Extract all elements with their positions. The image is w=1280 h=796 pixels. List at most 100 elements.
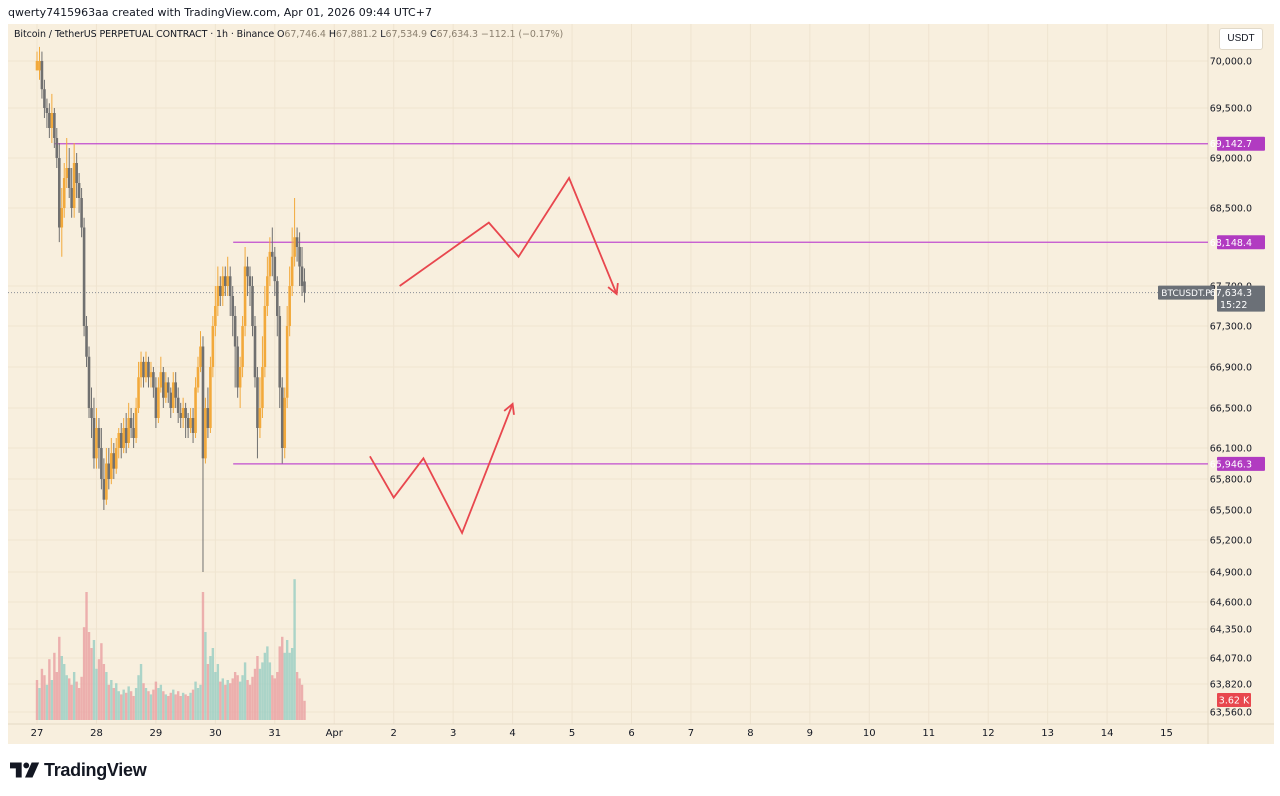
volume-bar [268, 662, 272, 720]
time-axis: 27 28 29 30 31 Apr 2 3 4 5 6 7 8 9 10 11 12 13 14 15 [31, 728, 1173, 739]
volume-bar [60, 656, 63, 720]
volume-bar [159, 684, 163, 720]
candle-body [87, 356, 91, 408]
candle-body [206, 408, 210, 428]
volume-bar [90, 648, 93, 720]
candle-body [179, 413, 182, 418]
candle-body [162, 372, 165, 398]
candle-body [100, 448, 103, 479]
volume-bar [144, 688, 148, 720]
candle-body [92, 418, 96, 459]
volume-bar [258, 668, 262, 720]
volume-bar [233, 672, 237, 720]
candle-body [127, 418, 130, 443]
chart-area[interactable]: 70,000.069,500.069,000.068,500.067,700.0… [8, 24, 1274, 744]
level-price-label: 69,142.7 [1210, 139, 1252, 150]
volume-bar [293, 579, 296, 720]
price-tick-label: 67,300.0 [1210, 322, 1252, 333]
volume-bar [142, 683, 145, 720]
candle-body [114, 448, 118, 469]
volume-bar [184, 694, 187, 720]
legend-change: −112.1 (−0.17%) [480, 29, 564, 40]
time-tick-label: 15 [1160, 728, 1173, 739]
time-tick-label: 30 [209, 728, 222, 739]
candle-body [191, 418, 195, 433]
candle-body [258, 408, 262, 428]
volume-bar [122, 689, 125, 720]
candle-body [119, 433, 123, 448]
volume-bar [92, 640, 96, 720]
volume-bar [211, 648, 215, 720]
price-tick-label: 64,350.0 [1210, 625, 1252, 636]
candle-body [278, 316, 282, 388]
price-tick-label: 69,000.0 [1210, 154, 1252, 165]
volume-label-bg [1217, 693, 1251, 707]
candle-body [238, 367, 242, 388]
candle-body [241, 326, 244, 367]
candle-body [134, 408, 138, 438]
volume-bar [271, 675, 274, 720]
volume-bar [149, 694, 153, 720]
candle-body [35, 61, 39, 71]
price-tick-label: 63,560.0 [1210, 708, 1252, 719]
candle-body [243, 266, 247, 326]
candle-body [72, 163, 76, 208]
volume-bar [43, 675, 46, 720]
candle-body [295, 237, 299, 247]
candle-body [117, 433, 121, 448]
volume-bar [132, 696, 135, 720]
candle-body [273, 256, 277, 282]
candle-body [199, 346, 202, 367]
volume-bar [82, 627, 86, 720]
volume-bar [45, 684, 49, 720]
time-tick-label: 13 [1041, 728, 1054, 739]
volume-bar [53, 652, 56, 720]
candle-body [154, 387, 158, 418]
level-price-label-bg [1217, 136, 1265, 151]
price-chart[interactable]: 70,000.069,500.069,000.068,500.067,700.0… [8, 24, 1274, 744]
symbol-tag-bg [1158, 285, 1214, 300]
volume-bar [273, 678, 276, 720]
volume-bar [70, 684, 73, 720]
volume-bar [40, 668, 44, 720]
candle-body [251, 286, 254, 326]
candle-body [62, 178, 66, 208]
candle-body [95, 428, 98, 459]
candle-body [218, 286, 222, 296]
candle-body [298, 247, 301, 267]
candle-body [70, 188, 73, 208]
time-tick-label: 29 [150, 728, 163, 739]
candle-body [112, 453, 116, 469]
candle-body [211, 326, 215, 367]
candle-body [142, 361, 145, 378]
candle-body [90, 408, 93, 418]
volume-bar [278, 646, 281, 720]
volume-bar [100, 643, 103, 720]
candle-body [102, 479, 106, 500]
volume-bar [236, 675, 239, 720]
candle-body [214, 306, 217, 326]
time-tick-label: 9 [807, 728, 813, 739]
volume-bar [221, 678, 224, 720]
candle-body [280, 387, 284, 448]
candle-body [169, 392, 173, 408]
volume-bar [174, 694, 177, 720]
volume-bar [229, 683, 232, 720]
candle-body [152, 372, 155, 388]
volume-bar [248, 684, 252, 720]
bearish-path-arrowhead [503, 402, 515, 415]
candle-body [228, 276, 232, 296]
volume-bar [261, 662, 264, 720]
candle-body [164, 382, 168, 398]
legend-close: 67,634.3 [436, 29, 478, 40]
volume-bar [303, 700, 306, 720]
candle-body [253, 326, 257, 378]
candle-body [186, 418, 190, 428]
currency-button[interactable]: USDT [1219, 28, 1263, 50]
candle-body [221, 276, 225, 296]
candle-body [223, 276, 227, 286]
volume-bar [186, 696, 190, 720]
time-tick-label: 27 [31, 728, 44, 739]
volume-bar [251, 676, 254, 720]
candle-body [67, 168, 71, 188]
